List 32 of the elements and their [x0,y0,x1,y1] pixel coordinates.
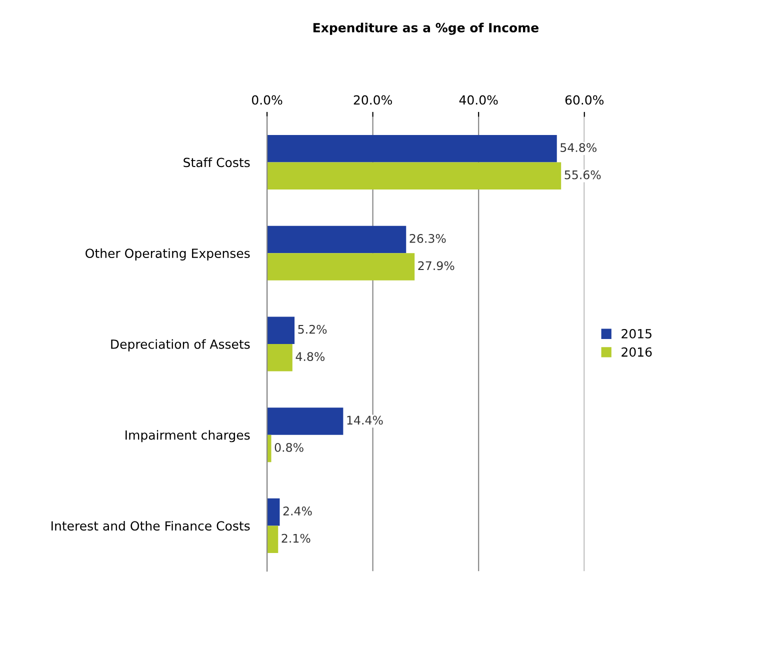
legend-label: 2016 [622,347,652,357]
x-tick-label: 40.0% [459,95,498,105]
x-tick-label: 60.0% [565,95,604,105]
data-label: 2.1% [282,534,310,543]
data-label: 5.2% [298,324,327,334]
legend-label: 2015 [622,328,652,338]
bar [267,408,344,435]
bar [267,434,272,462]
data-label: 26.3% [410,234,446,243]
y-tick-label: Depreciation of Assets [111,339,250,352]
data-label: 27.9% [418,261,454,270]
bar [267,253,415,280]
chart-title: Expenditure as a %ge of Income [313,22,538,35]
y-tick-label: Impairment charges [126,430,250,442]
bar [267,344,292,372]
bar [267,226,406,254]
data-label: 54.8% [560,143,596,152]
bar [267,526,278,553]
bar [267,316,295,344]
data-label: 2.4% [283,506,312,516]
data-label: 55.6% [564,170,601,180]
bar [267,162,562,190]
data-label: 0.8% [274,442,304,452]
y-tick-label: Interest and Othe Finance Costs [52,520,250,531]
y-tick-label: Staff Costs [184,158,250,168]
bar [267,134,557,162]
data-label: 4.8% [296,352,325,362]
x-tick-label: 0.0% [252,95,282,105]
data-label: 14.4% [347,416,383,425]
y-tick-label: Other Operating Expenses [86,248,250,260]
x-tick-label: 20.0% [354,95,392,105]
bar [267,498,280,526]
